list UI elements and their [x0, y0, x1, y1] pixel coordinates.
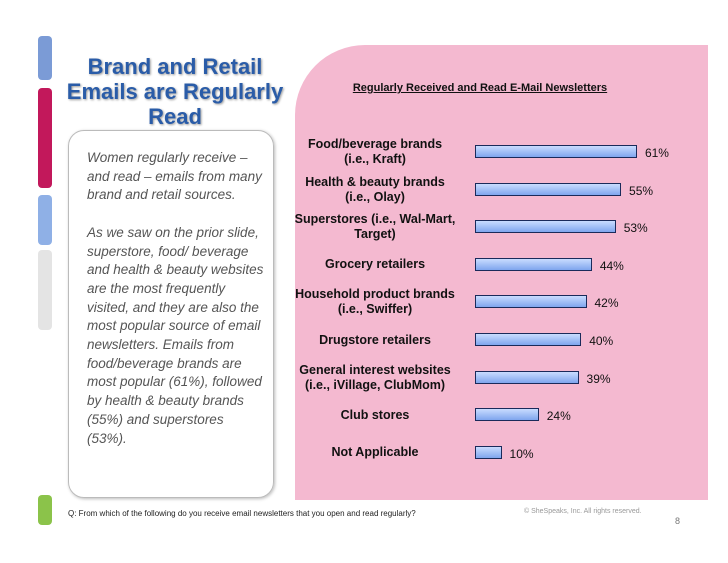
category-label: Household product brands (i.e., Swiffer) [295, 287, 455, 317]
bar [475, 408, 539, 422]
paragraph: Women regularly receive – and read – ema… [87, 150, 262, 203]
bar [475, 257, 592, 271]
copyright: © SheSpeaks, Inc. All rights reserved. [524, 508, 642, 515]
footnote: Q: From which of the following do you re… [68, 509, 416, 518]
bar [475, 182, 622, 196]
value-label: 10% [509, 446, 534, 461]
bar [475, 445, 502, 459]
category-label: Club stores [340, 407, 410, 422]
value-label: 61% [644, 146, 669, 160]
bar [475, 333, 582, 346]
category-label: Grocery retailers [324, 257, 426, 272]
category-label: Not Applicable [331, 445, 419, 460]
bar [475, 295, 587, 309]
value-label: 39% [586, 371, 611, 386]
bar [475, 145, 637, 158]
body-box: Women regularly receive – and read – ema… [68, 130, 274, 498]
decor-strip [38, 88, 52, 188]
chart-panel [295, 45, 708, 500]
bar [475, 220, 616, 234]
chart-title: Regularly Received and Read E-Mail Newsl… [352, 82, 608, 94]
bar [475, 370, 579, 384]
category-label: Food/beverage brands (i.e., Kraft) [307, 137, 443, 166]
paragraph: As we saw on the prior slide, superstore… [87, 224, 264, 446]
value-label: 44% [599, 258, 624, 273]
value-label: 55% [629, 183, 654, 198]
category-label: Superstores (i.e., Wal-Mart, Target) [294, 212, 456, 242]
value-label: 24% [546, 409, 571, 424]
category-label: General interest websites (i.e., iVillag… [299, 362, 451, 392]
slide-title: Brand and Retail Emails are Regularly Re… [66, 54, 284, 129]
category-label: Health & beauty brands (i.e., Olay) [305, 174, 445, 204]
page-number: 8 [675, 516, 681, 526]
decor-strip [38, 250, 52, 330]
decor-strip [38, 495, 52, 525]
decor-strip [38, 36, 52, 80]
value-label: 40% [589, 334, 614, 348]
value-label: 42% [594, 296, 619, 311]
decor-strip [38, 195, 52, 245]
category-label: Drugstore retailers [319, 332, 431, 347]
value-label: 53% [623, 221, 648, 236]
